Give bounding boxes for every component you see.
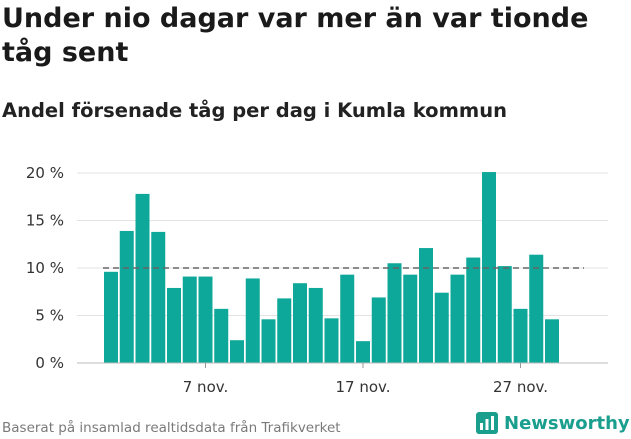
bar (419, 248, 433, 363)
bar (497, 266, 512, 363)
bar (245, 278, 260, 363)
bar (324, 318, 339, 363)
chart-subtitle: Andel försenade tåg per dag i Kumla komm… (2, 99, 507, 122)
x-axis: 7 nov. 17 nov. 27 nov. (183, 363, 548, 396)
bar (119, 230, 134, 363)
bar (214, 308, 229, 363)
bar (466, 257, 481, 363)
y-tick-label: 0 % (35, 354, 64, 372)
bar (356, 341, 370, 363)
bar-chart: 0 % 5 % 10 % 15 % 20 % 7 nov. 17 nov. 27 nov. (26, 164, 608, 396)
bar (151, 231, 166, 363)
y-tick-label: 20 % (26, 164, 64, 182)
bar (308, 287, 323, 363)
bar (529, 254, 544, 363)
bar (104, 271, 118, 363)
bar (230, 340, 244, 363)
bar (450, 274, 465, 363)
y-tick-label: 15 % (26, 212, 64, 230)
newsworthy-chart-icon (476, 412, 498, 434)
x-tick-label: 17 nov. (335, 378, 390, 396)
y-tick-label: 10 % (26, 259, 64, 277)
bar (198, 276, 213, 363)
bars (104, 172, 559, 363)
source-note: Baserat på insamlad realtidsdata från Tr… (2, 420, 341, 436)
bar (135, 193, 150, 363)
bar (403, 274, 418, 363)
x-tick-label: 27 nov. (493, 378, 548, 396)
y-axis: 0 % 5 % 10 % 15 % 20 % (26, 164, 64, 372)
bar (182, 276, 197, 363)
bar (261, 319, 276, 363)
brand-name: Newsworthy (504, 412, 630, 434)
bar (371, 297, 386, 363)
bar (434, 292, 449, 363)
bar (387, 263, 402, 363)
bar (340, 274, 355, 363)
bar (293, 283, 307, 363)
bar (277, 298, 292, 363)
newsworthy-logo: Newsworthy (475, 408, 630, 438)
bar (167, 287, 181, 363)
y-tick-label: 5 % (35, 307, 64, 325)
x-tick-label: 7 nov. (183, 378, 228, 396)
chart-title: Under nio dagar var mer än var tionde tå… (2, 3, 589, 68)
bar (513, 308, 528, 363)
bar (545, 319, 559, 363)
